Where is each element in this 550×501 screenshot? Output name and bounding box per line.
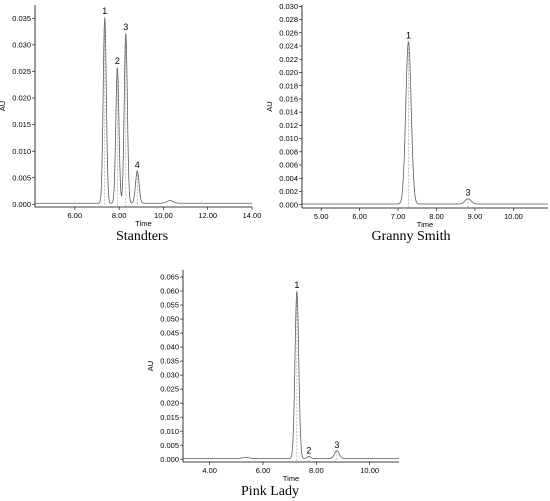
peak-label-2: 2 bbox=[115, 56, 120, 66]
y-tick-label: 0.050 bbox=[160, 315, 179, 324]
y-tick-label: 0.026 bbox=[279, 28, 298, 37]
chromatogram-panel-granny-smith: 0.000 0.002 0.004 0.006 0.008 0.010 0.012 0.014… bbox=[265, 2, 548, 244]
x-tick-label: 12.00 bbox=[198, 211, 217, 220]
x-tick-label: 9.00 bbox=[468, 212, 483, 221]
y-tick-label: 0.015 bbox=[160, 413, 179, 422]
chromatogram-panel-pink-lady: 0.000 0.005 0.010 0.015 0.020 0.025 0.030 0.035… bbox=[146, 270, 399, 499]
peak-label-1: 1 bbox=[294, 280, 299, 290]
chromatogram-trace bbox=[183, 290, 399, 460]
y-tick-label: 0.012 bbox=[279, 121, 298, 130]
y-tick-label: 0.030 bbox=[12, 40, 31, 49]
y-tick-label: 0.005 bbox=[160, 441, 179, 450]
y-tick-label: 0.014 bbox=[279, 108, 298, 117]
x-tick-label: 10.00 bbox=[360, 466, 379, 475]
panel-caption: Standters bbox=[116, 229, 168, 244]
panel-caption: Pink Lady bbox=[241, 484, 299, 499]
panel-caption: Granny Smith bbox=[372, 229, 451, 244]
x-tick-label: 7.00 bbox=[391, 212, 406, 221]
y-tick-label: 0.010 bbox=[279, 134, 298, 143]
y-tick-label: 0.004 bbox=[279, 174, 298, 183]
y-tick-label: 0.005 bbox=[12, 173, 31, 182]
y-tick-label: 0.028 bbox=[279, 15, 298, 24]
y-tick-label: 0.020 bbox=[12, 94, 31, 103]
y-tick-label: 0.002 bbox=[279, 187, 298, 196]
peak-label-4: 4 bbox=[135, 160, 140, 170]
x-tick-label: 10.00 bbox=[504, 212, 523, 221]
y-tick-label: 0.010 bbox=[160, 427, 179, 436]
y-tick-label: 0.045 bbox=[160, 329, 179, 338]
peak-label-3: 3 bbox=[334, 440, 339, 450]
peak-label-3: 3 bbox=[466, 188, 471, 198]
chromatogram-panel-standters: 0.000 0.005 0.010 0.015 0.020 0.025 0.030 0.035… bbox=[0, 5, 261, 244]
y-tick-label: 0.016 bbox=[279, 94, 298, 103]
y-axis-title: AU bbox=[146, 361, 155, 371]
x-tick-label: 4.00 bbox=[202, 466, 217, 475]
y-tick-label: 0.015 bbox=[12, 120, 31, 129]
x-tick-label: 6.00 bbox=[352, 212, 367, 221]
y-tick-label: 0.030 bbox=[160, 371, 179, 380]
y-tick-label: 0.035 bbox=[160, 357, 179, 366]
x-axis-title: Time bbox=[417, 220, 433, 229]
x-tick-label: 6.00 bbox=[256, 466, 271, 475]
x-tick-label: 5.00 bbox=[314, 212, 329, 221]
y-tick-label: 0.035 bbox=[12, 14, 31, 23]
y-tick-label: 0.040 bbox=[160, 343, 179, 352]
x-tick-label: 8.00 bbox=[309, 466, 324, 475]
y-tick-label: 0.018 bbox=[279, 81, 298, 90]
y-tick-label: 0.024 bbox=[279, 42, 298, 51]
y-tick-label: 0.065 bbox=[160, 273, 179, 282]
y-tick-label: 0.000 bbox=[160, 455, 179, 464]
y-tick-label: 0.030 bbox=[279, 2, 298, 11]
x-tick-label: 8.00 bbox=[112, 211, 127, 220]
y-tick-label: 0.060 bbox=[160, 287, 179, 296]
peak-label-2: 2 bbox=[306, 445, 311, 455]
x-tick-label: 14.00 bbox=[243, 211, 262, 220]
peak-label-1: 1 bbox=[406, 30, 411, 40]
chromatogram-trace bbox=[35, 17, 252, 204]
x-axis-title: Time bbox=[283, 474, 299, 483]
y-tick-label: 0.025 bbox=[160, 385, 179, 394]
x-tick-label: 8.00 bbox=[429, 212, 444, 221]
y-tick-label: 0.022 bbox=[279, 55, 298, 64]
peak-label-3: 3 bbox=[123, 22, 128, 32]
x-tick-label: 10.00 bbox=[154, 211, 173, 220]
y-tick-label: 0.020 bbox=[160, 399, 179, 408]
chromatogram-trace bbox=[302, 41, 548, 205]
y-tick-label: 0.020 bbox=[279, 68, 298, 77]
y-tick-label: 0.000 bbox=[279, 200, 298, 209]
y-tick-label: 0.000 bbox=[12, 200, 31, 209]
y-tick-label: 0.025 bbox=[12, 67, 31, 76]
y-tick-label: 0.010 bbox=[12, 147, 31, 156]
y-axis-title: AU bbox=[0, 101, 7, 111]
y-axis-title: AU bbox=[265, 101, 274, 111]
y-tick-label: 0.006 bbox=[279, 161, 298, 170]
y-tick-label: 0.055 bbox=[160, 301, 179, 310]
x-axis-title: Time bbox=[135, 219, 151, 228]
y-tick-label: 0.008 bbox=[279, 147, 298, 156]
x-tick-label: 6.00 bbox=[68, 211, 83, 220]
peak-label-1: 1 bbox=[102, 6, 107, 16]
